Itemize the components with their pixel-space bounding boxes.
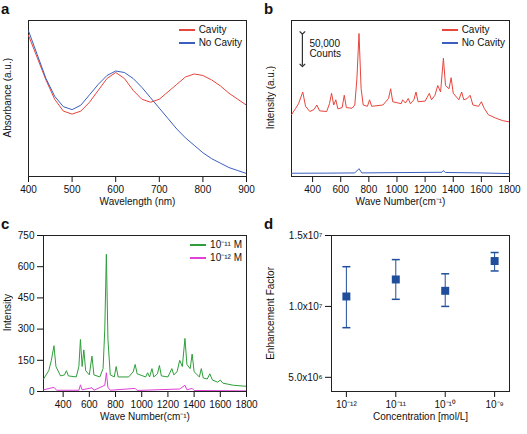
html-text:10⁻¹² M: 10⁻¹² M [210,252,242,263]
html-text:No Cavity: No Cavity [461,37,505,48]
html-text:Cavity: Cavity [198,24,227,35]
html-text:10⁻¹¹ M: 10⁻¹¹ M [210,239,242,250]
svg-text:0: 0 [29,386,35,397]
svg-text:900: 900 [238,184,255,195]
svg-text:1000: 1000 [131,399,154,410]
svg-text:800: 800 [361,184,378,195]
svg-text:Wave Number(cm⁻¹): Wave Number(cm⁻¹) [100,411,190,422]
svg-text:50,000Counts: 50,000Counts [309,38,341,59]
svg-text:Concentration [mol/L]: Concentration [mol/L] [373,411,468,422]
svg-text:1800: 1800 [235,399,258,410]
svg-text:1800: 1800 [498,184,521,195]
html-text:No Cavity: No Cavity [198,37,242,48]
svg-text:1.0x10⁷: 1.0x10⁷ [289,301,323,312]
svg-text:400: 400 [304,184,321,195]
html-text:Intensity: Intensity [1,294,13,332]
svg-text:1400: 1400 [442,184,465,195]
svg-text:Wavelength (nm): Wavelength (nm) [100,196,176,207]
svg-text:10⁻¹²: 10⁻¹² [336,399,357,410]
svg-text:500: 500 [64,184,81,195]
svg-text:300: 300 [18,323,35,334]
svg-text:450: 450 [18,292,35,303]
svg-text:Wave Number(cm⁻¹): Wave Number(cm⁻¹) [356,196,446,207]
svg-text:1600: 1600 [209,399,232,410]
svg-text:600: 600 [107,184,124,195]
html-text:Intensity (a.u.): Intensity (a.u.) [264,66,276,130]
html-text:d: d [264,215,274,232]
html-text:Cavity: Cavity [461,24,490,35]
html-text:b: b [264,0,274,17]
svg-text:400: 400 [20,184,37,195]
html-text:Enhancement Factor: Enhancement Factor [264,266,276,360]
svg-text:750: 750 [18,230,35,241]
svg-text:400: 400 [55,399,72,410]
svg-text:600: 600 [332,184,349,195]
svg-text:600: 600 [18,261,35,272]
svg-text:5.0x10⁶: 5.0x10⁶ [288,372,322,383]
html-text:a: a [1,0,10,17]
html-text:c: c [1,215,10,232]
svg-text:10⁻¹¹: 10⁻¹¹ [385,399,406,410]
svg-text:800: 800 [107,399,124,410]
svg-text:600: 600 [81,399,98,410]
svg-text:1000: 1000 [386,184,409,195]
svg-text:1400: 1400 [183,399,206,410]
html-text:Absorbance (a.u.): Absorbance (a.u.) [1,58,13,138]
svg-text:700: 700 [151,184,168,195]
svg-text:10⁻¹⁰: 10⁻¹⁰ [434,399,455,410]
svg-text:1200: 1200 [414,184,437,195]
svg-text:1200: 1200 [157,399,180,410]
svg-text:1.5x10⁷: 1.5x10⁷ [289,230,323,241]
svg-text:150: 150 [18,355,35,366]
svg-text:1600: 1600 [470,184,493,195]
svg-text:800: 800 [195,184,212,195]
svg-text:10⁻⁹: 10⁻⁹ [485,399,503,410]
